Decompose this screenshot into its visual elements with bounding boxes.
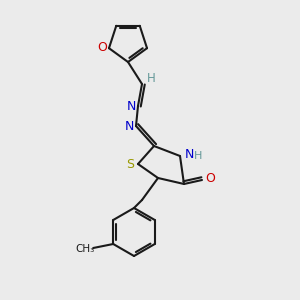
Text: S: S xyxy=(126,158,134,170)
Text: H: H xyxy=(194,151,202,161)
Text: O: O xyxy=(97,41,107,54)
Text: N: N xyxy=(124,121,134,134)
Text: H: H xyxy=(147,73,155,85)
Text: O: O xyxy=(205,172,215,185)
Text: CH₃: CH₃ xyxy=(76,244,95,254)
Text: N: N xyxy=(126,100,136,113)
Text: N: N xyxy=(184,148,194,161)
